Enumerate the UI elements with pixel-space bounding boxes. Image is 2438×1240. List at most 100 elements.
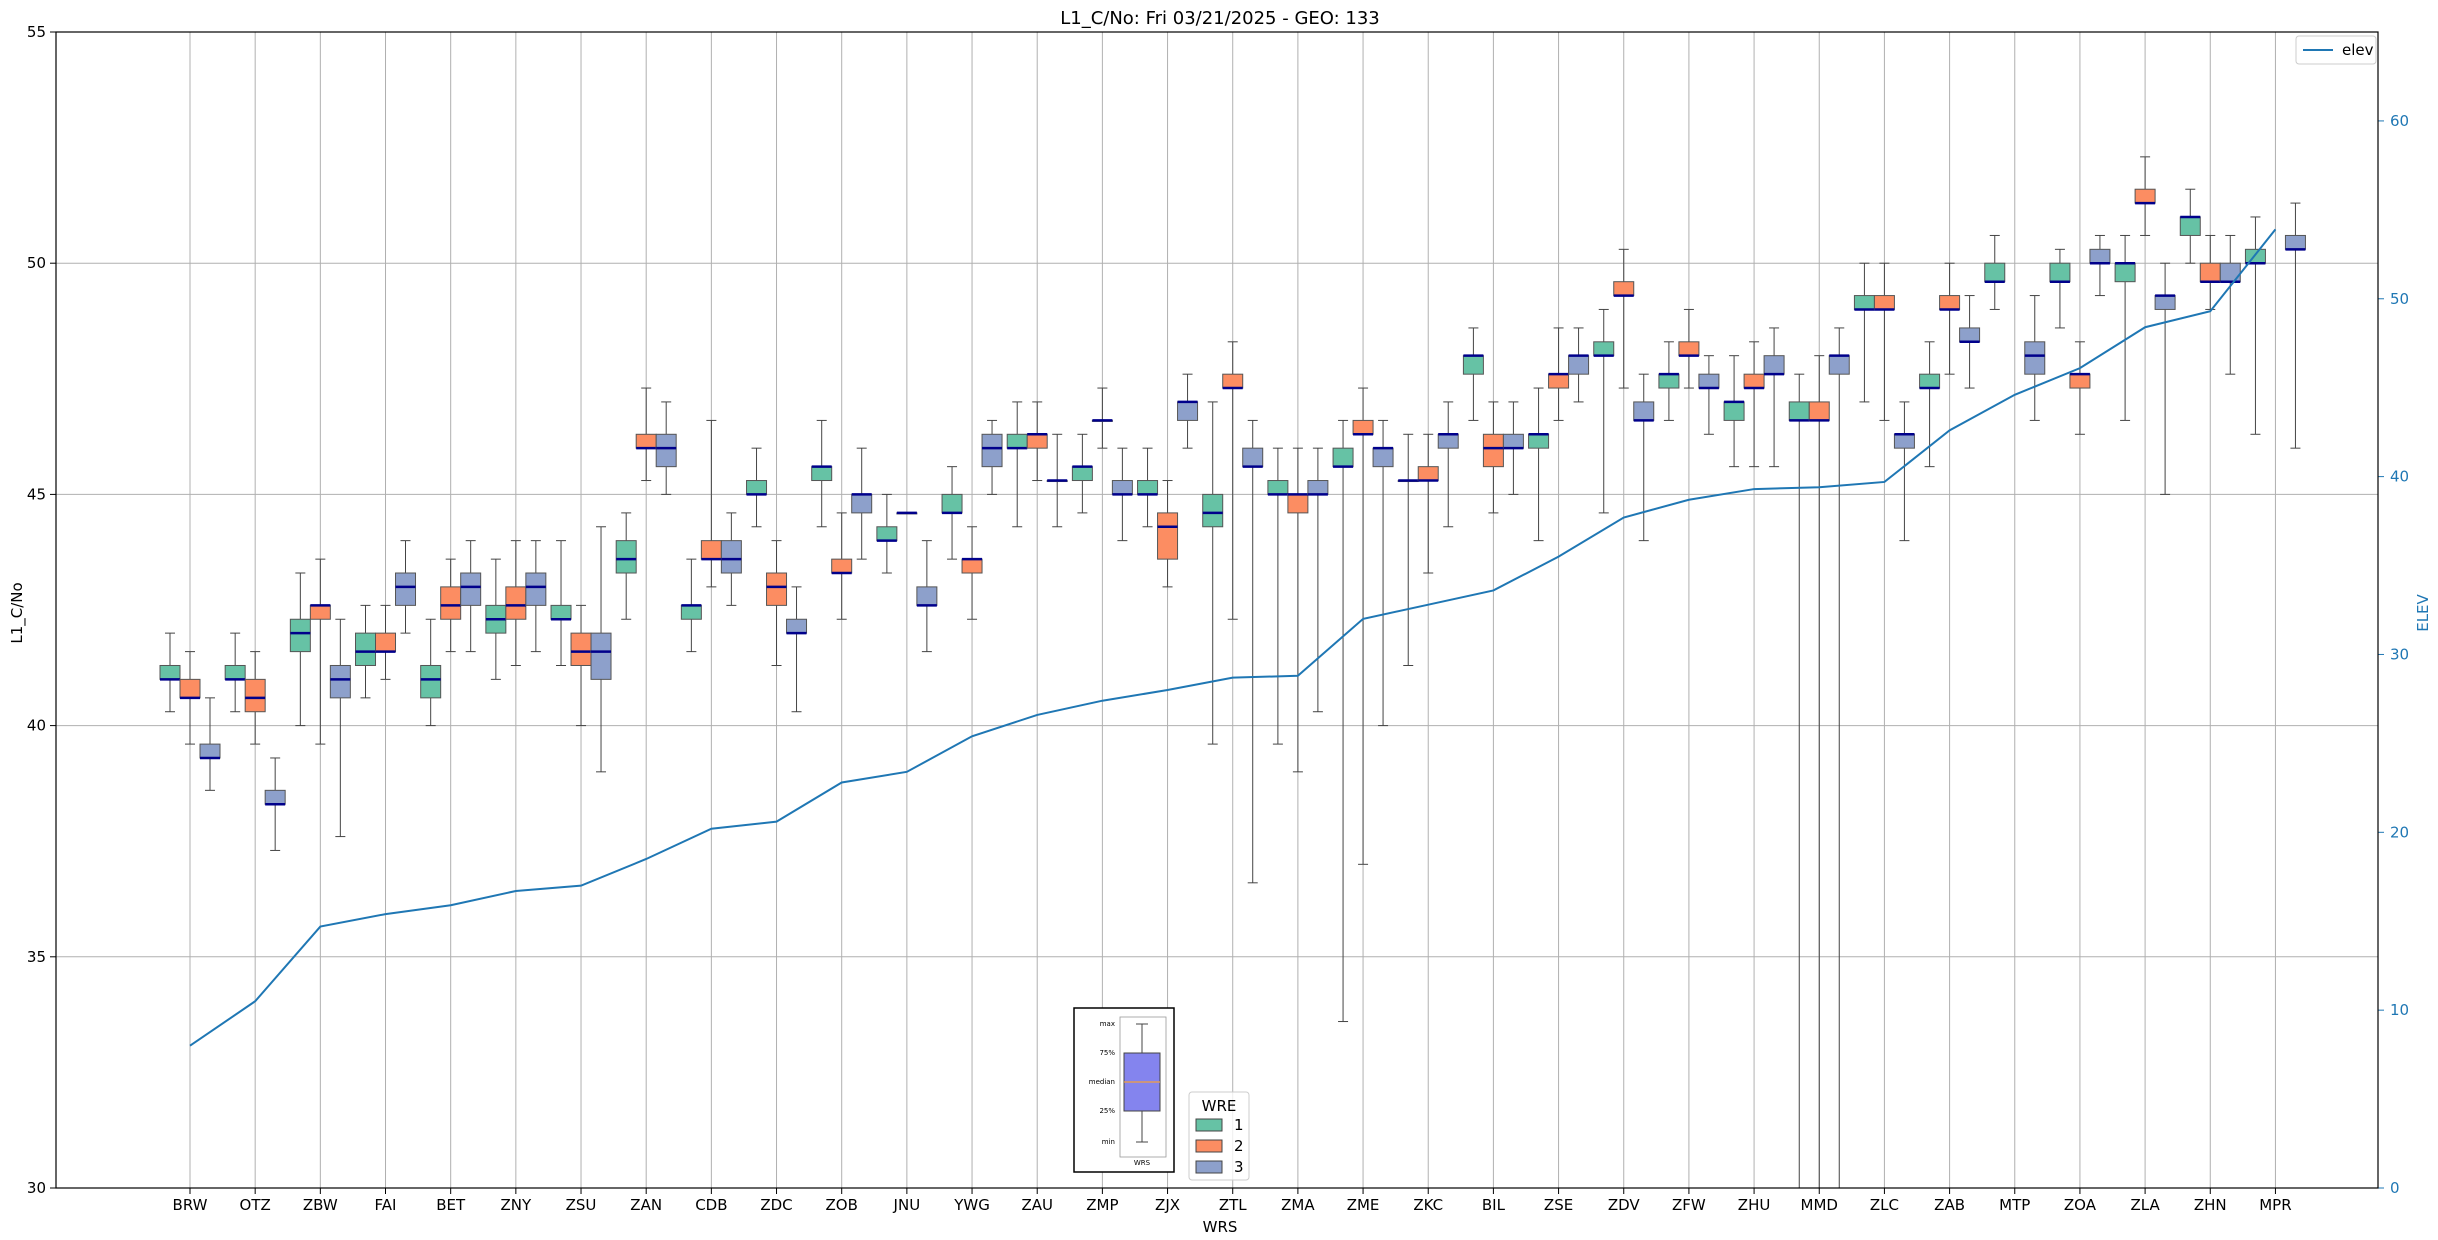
iqr-box — [1984, 262, 2006, 283]
box-zfw-wre1 — [1658, 341, 1680, 421]
box-cdb-wre1 — [680, 558, 702, 653]
box-mpr-wre3 — [2284, 202, 2306, 449]
iqr-box — [1287, 493, 1309, 514]
iqr-box — [961, 558, 983, 574]
box-zau-wre2 — [1026, 401, 1048, 482]
iqr-box — [1157, 512, 1179, 560]
y-axis-label: L1_C/No — [8, 582, 27, 643]
box-mmd-wre1 — [1788, 373, 1810, 1189]
iqr-box — [1613, 281, 1635, 297]
wre-legend-frame — [1188, 1091, 1250, 1181]
iqr-box — [1593, 341, 1615, 357]
iqr-box — [786, 618, 808, 634]
axes-layer: 30 35 40 45 50 55 0 10 20 30 40 50 60 BRW OTZ ZBW FAI BET… — [27, 23, 2409, 1214]
iqr-box — [1893, 433, 1915, 449]
box-zbw-wre1 — [289, 572, 311, 727]
box-zme-wre3 — [1372, 419, 1394, 727]
x-tick-label: ZMA — [1281, 1196, 1315, 1214]
iqr-box — [590, 632, 612, 680]
box-zoa-wre3 — [2089, 234, 2111, 297]
box-mmd-wre3 — [1828, 327, 1850, 1189]
iqr-box — [700, 540, 722, 560]
iqr-box — [1437, 433, 1459, 449]
iqr-box — [1568, 355, 1590, 375]
iqr-box — [981, 433, 1003, 468]
box-zau-wre3 — [1046, 433, 1068, 528]
box-brw-wre3 — [199, 697, 221, 791]
box-ywg-wre2 — [961, 526, 983, 620]
x-tick-label: ZFW — [1672, 1196, 1706, 1214]
iqr-box — [1502, 433, 1524, 449]
iqr-box — [720, 540, 742, 574]
boxes-layer — [159, 156, 2306, 1189]
iqr-box — [309, 604, 331, 620]
iqr-box — [1177, 401, 1199, 421]
y2-tick-label: 40 — [2390, 468, 2409, 486]
wre-legend-swatch-1 — [1195, 1118, 1223, 1132]
x-tick-label: ZSU — [566, 1196, 597, 1214]
iqr-box — [635, 433, 657, 449]
iqr-box — [1959, 327, 1981, 343]
iqr-box — [1222, 373, 1244, 389]
iqr-box — [199, 743, 221, 759]
x-tick-label: ZDC — [760, 1196, 792, 1214]
box-zhu-wre3 — [1763, 327, 1785, 468]
box-zoa-wre2 — [2069, 341, 2091, 435]
iqr-box — [2089, 248, 2111, 264]
x-tick-label: OTZ — [240, 1196, 271, 1214]
wre-legend-label-2: 2 — [1234, 1137, 1244, 1155]
y2-tick-label: 30 — [2390, 645, 2409, 663]
box-zhn-wre1 — [2179, 188, 2201, 264]
x-tick-label: ZTL — [1219, 1196, 1247, 1214]
inset-label-max: max — [1100, 1020, 1115, 1028]
box-bet-wre3 — [460, 540, 482, 653]
wre-legend-swatch-3 — [1195, 1160, 1223, 1174]
y-tick-label: 45 — [27, 485, 46, 503]
x-tick-label: ZME — [1347, 1196, 1380, 1214]
iqr-box — [159, 664, 181, 680]
box-zob-wre3 — [851, 447, 873, 560]
inset-label-median: median — [1089, 1078, 1115, 1086]
box-zdv-wre1 — [1593, 308, 1615, 514]
iqr-box — [1528, 433, 1550, 449]
box-zhu-wre2 — [1743, 341, 1765, 468]
box-ywg-wre1 — [941, 466, 963, 560]
x-tick-label: ZAB — [1934, 1196, 1965, 1214]
box-brw-wre1 — [159, 632, 181, 713]
x-tick-label: ZAU — [1021, 1196, 1053, 1214]
iqr-box — [525, 572, 547, 606]
iqr-box — [1939, 295, 1961, 310]
y2-tick-label: 10 — [2390, 1001, 2409, 1019]
box-cdb-wre3 — [720, 512, 742, 606]
box-jnu-wre1 — [876, 493, 898, 574]
iqr-box — [224, 664, 246, 680]
box-zmp-wre2 — [1091, 387, 1113, 449]
box-zmp-wre1 — [1071, 433, 1093, 514]
iqr-box — [395, 572, 417, 606]
box-zla-wre3 — [2154, 262, 2176, 495]
iqr-box — [375, 632, 397, 653]
x-tick-label: MPR — [2259, 1196, 2291, 1214]
iqr-box — [1242, 447, 1264, 468]
y-tick-label: 50 — [27, 254, 46, 272]
iqr-box — [1071, 466, 1093, 482]
box-zsu-wre3 — [590, 526, 612, 773]
y-tick-label: 35 — [27, 948, 46, 966]
iqr-box — [2114, 262, 2136, 283]
chart-title: L1_C/No: Fri 03/21/2025 - GEO: 133 — [1060, 8, 1380, 29]
x-tick-label: ZAN — [630, 1196, 662, 1214]
iqr-box — [1417, 466, 1439, 482]
elev-legend-frame — [2295, 35, 2377, 65]
box-zjx-wre2 — [1157, 480, 1179, 588]
elev-line-layer — [189, 228, 2277, 1047]
iqr-box — [1873, 295, 1895, 310]
box-ywg-wre3 — [981, 419, 1003, 495]
box-bil-wre3 — [1502, 401, 1524, 495]
box-zoa-wre1 — [2049, 248, 2071, 329]
wre-legend-swatch-2 — [1195, 1139, 1223, 1153]
iqr-box — [1723, 401, 1745, 421]
iqr-box — [420, 664, 442, 699]
box-zdc-wre2 — [766, 540, 788, 666]
